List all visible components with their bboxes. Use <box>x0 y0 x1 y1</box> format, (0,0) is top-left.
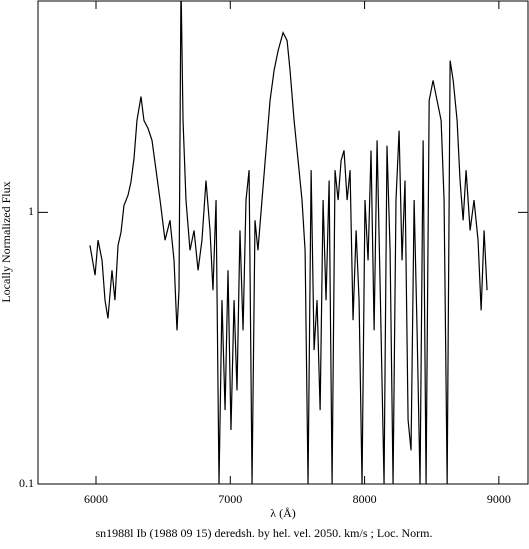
y-tick-label: 0.1 <box>19 476 34 490</box>
x-tick-label: 9000 <box>487 492 511 506</box>
x-tick-label: 6000 <box>84 492 108 506</box>
x-tick-label: 8000 <box>353 492 377 506</box>
chart-title: sn1988l Ib (1988 09 15) deredsh. by hel.… <box>96 526 433 540</box>
y-axis-label: Locally Normalized Flux <box>0 181 13 302</box>
y-tick-label: 1 <box>28 204 34 218</box>
spectrum-line <box>89 1 488 484</box>
plot-frame <box>37 0 529 485</box>
x-tick-label: 7000 <box>218 492 242 506</box>
x-axis-label: λ (Å) <box>270 506 295 520</box>
